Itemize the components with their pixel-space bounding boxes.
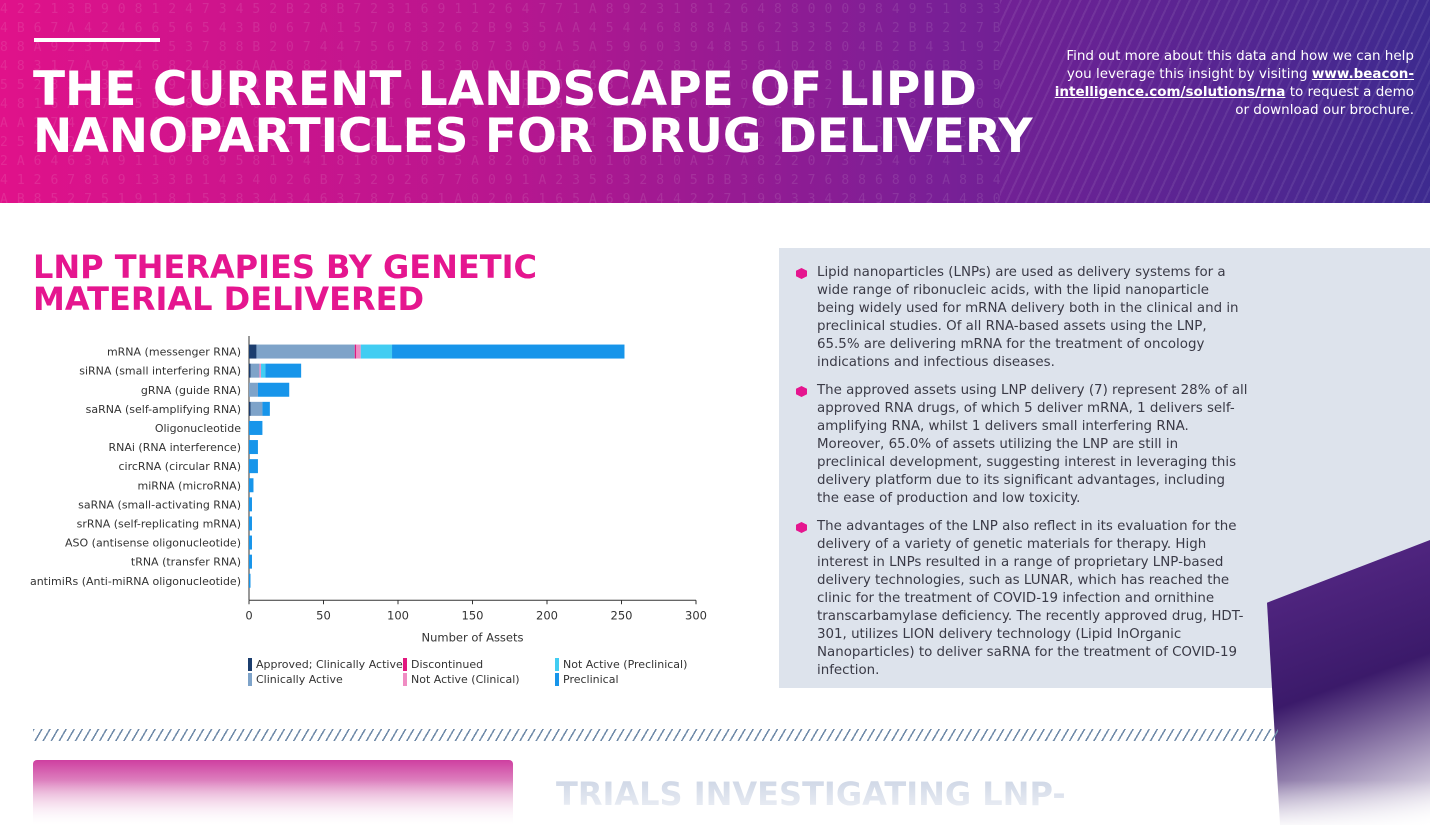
x-axis-label: Number of Assets [421, 630, 523, 644]
x-tick-label: 200 [536, 608, 558, 622]
chart-legend: Approved; Clinically Active Discontinued N… [248, 658, 718, 686]
info-panel: Lipid nanoparticles (LNPs) are used as d… [779, 248, 1430, 688]
page-title-line2: NANOPARTICLES FOR DRUG DELIVERY [33, 109, 1033, 164]
header-banner: 42213B90812473452B28B72316911264771A8923… [0, 0, 1430, 203]
banner-digit-pattern: 42213B90812473452B28B72316911264771A8923… [0, 2, 1010, 203]
bar-segment [249, 554, 252, 569]
info-text: The approved assets using LNP delivery (… [817, 383, 1248, 506]
bar-segment [250, 363, 260, 378]
bar-segment [265, 363, 302, 378]
bar-segment [257, 382, 290, 397]
hexagon-bullet-icon [796, 522, 807, 533]
bar-segment [260, 363, 266, 378]
chart-svg: mRNA (messenger RNA) siRNA (small interfe… [30, 336, 707, 644]
info-item: Lipid nanoparticles (LNPs) are used as d… [779, 264, 1249, 372]
bar-segment [249, 420, 263, 435]
legend-label: Discontinued [411, 658, 484, 671]
bar-segment [354, 344, 357, 359]
cta-intro: Find out more about this data and how we… [1066, 48, 1414, 82]
legend-swatch [403, 673, 407, 686]
category-label: miRNA (microRNA) [138, 479, 241, 492]
x-tick-label: 250 [611, 608, 633, 622]
bar-segment [249, 401, 251, 416]
page-title-line1: THE CURRENT LANDSCAPE OF LIPID [33, 62, 977, 117]
legend-label: Not Active (Preclinical) [563, 658, 688, 671]
category-label: RNAi (RNA interference) [108, 441, 241, 454]
category-label: siRNA (small interfering RNA) [79, 365, 241, 378]
bar-segment [249, 478, 254, 493]
section-title-line1: LNP THERAPIES BY GENETIC [33, 248, 537, 286]
beacon-rna-link[interactable]: www.beacon-intelligence.com/solutions/rn… [1054, 66, 1414, 100]
bar-segment [249, 535, 252, 550]
category-label: saRNA (self-amplifying RNA) [86, 403, 241, 416]
section-divider [33, 729, 1278, 741]
bar-segment [249, 382, 258, 397]
info-item: The approved assets using LNP delivery (… [779, 382, 1249, 508]
cta-text: Find out more about this data and how we… [1054, 47, 1414, 119]
legend-swatch [248, 673, 252, 686]
title-rule [34, 38, 160, 42]
bar-segment [392, 344, 625, 359]
x-tick-label: 300 [685, 608, 707, 622]
bar-segment [256, 344, 355, 359]
bar-segment [259, 363, 261, 378]
banner-stripe-pattern [1000, 0, 1430, 203]
legend-label: Approved; Clinically Active [256, 658, 403, 671]
bar-segment [250, 401, 263, 416]
hexagon-bullet-icon [796, 386, 807, 397]
legend-label: Clinically Active [256, 673, 343, 686]
bar-segment [262, 401, 270, 416]
legend-item: Not Active (Preclinical) [555, 658, 715, 671]
legend-item: Clinically Active [248, 673, 403, 686]
bottom-card [33, 760, 513, 825]
category-label: tRNA (transfer RNA) [131, 556, 241, 569]
x-tick-label: 0 [245, 608, 252, 622]
bar-segment [249, 344, 257, 359]
info-item: The advantages of the LNP also reflect i… [779, 518, 1249, 680]
x-tick-label: 50 [316, 608, 331, 622]
legend-swatch [403, 658, 407, 671]
category-label: Oligonucleotide [155, 422, 241, 435]
x-tick-label: 100 [387, 608, 409, 622]
info-text: Lipid nanoparticles (LNPs) are used as d… [817, 265, 1239, 370]
category-label: mRNA (messenger RNA) [107, 346, 241, 359]
legend-swatch [248, 658, 252, 671]
legend-item: Discontinued [403, 658, 555, 671]
category-label: ASO (antisense oligonucleotide) [65, 537, 241, 550]
trials-heading: TRIALS INVESTIGATING LNP- [556, 776, 1066, 806]
category-label: srRNA (self-replicating mRNA) [77, 517, 241, 530]
bar-segment [356, 344, 361, 359]
legend-swatch [555, 673, 559, 686]
legend-swatch [555, 658, 559, 671]
bar-segment [249, 573, 251, 588]
info-text: The advantages of the LNP also reflect i… [817, 519, 1244, 678]
category-label: antimiRs (Anti-miRNA oligonucleotide) [30, 575, 241, 588]
bar-segment [249, 459, 258, 474]
legend-item: Preclinical [555, 673, 715, 686]
bar-segment [249, 363, 251, 378]
info-list: Lipid nanoparticles (LNPs) are used as d… [779, 264, 1249, 690]
bar-segment [249, 497, 252, 512]
page-title: THE CURRENT LANDSCAPE OF LIPID NANOPARTI… [33, 66, 1033, 160]
bar-segment [249, 516, 252, 531]
legend-item: Approved; Clinically Active [248, 658, 403, 671]
cta-outro: to request a demo or download our brochu… [1235, 84, 1414, 118]
lnp-genetic-material-chart: mRNA (messenger RNA) siRNA (small interfe… [0, 330, 740, 700]
legend-label: Preclinical [563, 673, 619, 686]
category-label: circRNA (circular RNA) [118, 460, 241, 473]
section-title-line2: MATERIAL DELIVERED [33, 280, 425, 318]
category-label: gRNA (guide RNA) [141, 384, 241, 397]
category-label: saRNA (small-activating RNA) [78, 498, 241, 511]
section-title: LNP THERAPIES BY GENETIC MATERIAL DELIVE… [33, 251, 593, 315]
hexagon-bullet-icon [796, 268, 807, 279]
legend-label: Not Active (Clinical) [411, 673, 520, 686]
bar-segment [249, 440, 258, 455]
x-tick-label: 150 [462, 608, 484, 622]
legend-item: Not Active (Clinical) [403, 673, 555, 686]
bar-segment [360, 344, 393, 359]
